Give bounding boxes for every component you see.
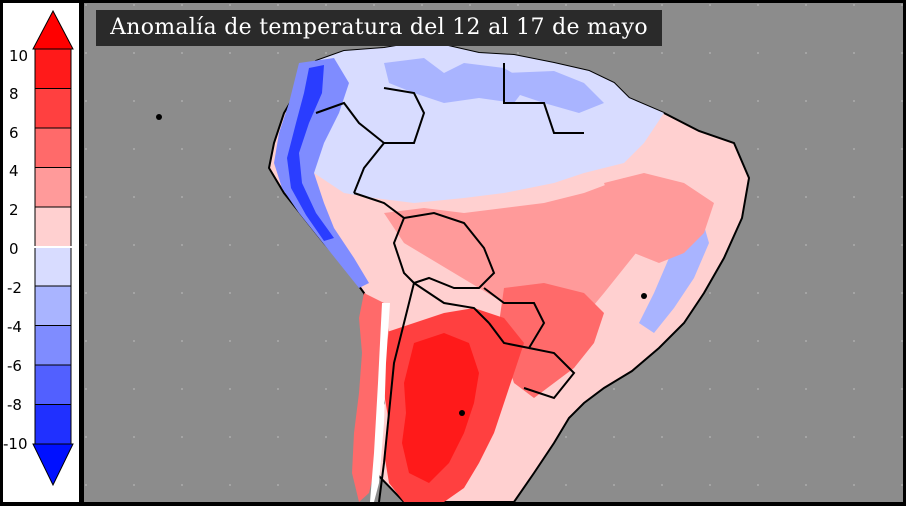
anomaly-region-negative-andes-north xyxy=(274,58,369,288)
border-chile-argentina xyxy=(378,282,415,502)
anomaly-region-positive-southern-brazil xyxy=(499,283,604,398)
temperature-anomaly-map xyxy=(84,3,903,502)
border-colombia xyxy=(315,101,386,194)
map-panel xyxy=(84,3,903,502)
lake-marker xyxy=(459,410,465,416)
island-marker xyxy=(156,114,162,120)
anomaly-region-negative-north-mid xyxy=(384,58,529,103)
colorbar-segment xyxy=(34,48,72,89)
tick-label: -6 xyxy=(7,357,22,375)
tick-label: 2 xyxy=(9,201,19,219)
tick-label: 10 xyxy=(9,47,29,65)
tick-label: -2 xyxy=(7,279,22,297)
colorbar-bottom-arrow xyxy=(32,443,74,487)
map-title: Anomalía de temperatura del 12 al 17 de … xyxy=(96,10,662,46)
tick-label: -8 xyxy=(7,396,22,414)
anomaly-region-negative-venezuela xyxy=(504,71,604,113)
border-guianas xyxy=(503,63,584,134)
border-uruguay xyxy=(523,347,576,400)
tick-label: 6 xyxy=(9,124,19,142)
border-paraguay xyxy=(483,287,546,350)
border-peru xyxy=(353,192,415,284)
tick-label: -10 xyxy=(3,435,28,453)
anomaly-region-positive-argentina-core xyxy=(402,333,479,483)
anomaly-region-andes-strip xyxy=(370,303,390,502)
colorbar-segment xyxy=(34,206,72,247)
colorbar-segment xyxy=(34,127,72,168)
colorbar xyxy=(29,9,79,487)
anomaly-region-positive-chile xyxy=(352,293,389,502)
colorbar-segment xyxy=(34,364,72,405)
island-marker xyxy=(641,293,647,299)
tick-label: -4 xyxy=(7,318,22,336)
border-venezuela xyxy=(383,87,426,144)
anomaly-region-negative-andes-core xyxy=(287,65,334,241)
colorbar-panel: 10 8 6 4 2 0 -2 -4 -6 -8 -10 xyxy=(3,3,79,502)
colorbar-segments xyxy=(34,48,72,445)
colorbar-segment xyxy=(34,325,72,366)
tick-label: 0 xyxy=(9,240,19,258)
border-bolivia xyxy=(403,211,496,289)
colorbar-top-arrow xyxy=(32,9,74,50)
border-argentina-north xyxy=(413,282,490,324)
tick-label: 8 xyxy=(9,85,19,103)
colorbar-segment xyxy=(34,404,72,445)
colorbar-segment xyxy=(34,285,72,326)
colorbar-segment xyxy=(34,88,72,129)
country-borders xyxy=(315,63,584,502)
tick-label: 4 xyxy=(9,162,19,180)
anomaly-region-positive-east xyxy=(604,173,714,263)
colorbar-segment xyxy=(34,167,72,208)
colorbar-segment xyxy=(34,246,72,287)
